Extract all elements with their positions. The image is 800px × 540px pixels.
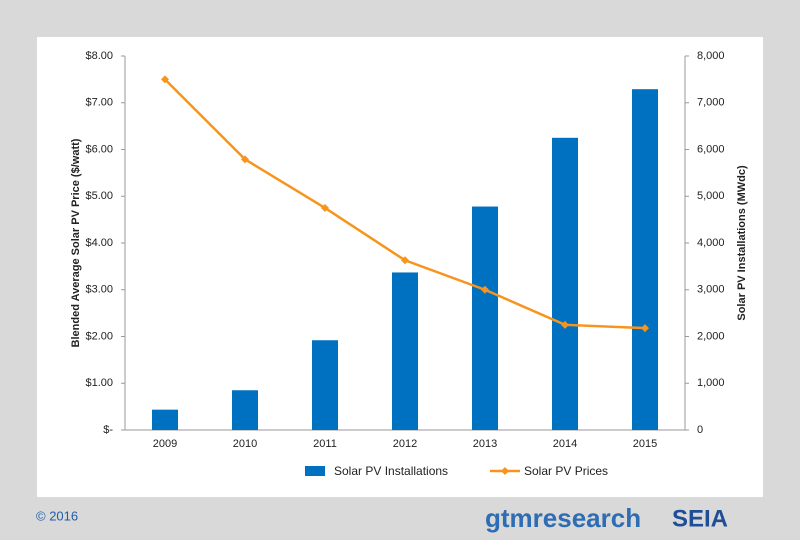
marker xyxy=(641,324,649,333)
yticks-label: $2.00 xyxy=(85,330,113,342)
marker xyxy=(401,256,409,265)
y2ticks-label: 0 xyxy=(697,424,703,436)
bar xyxy=(392,272,418,430)
bar xyxy=(552,137,578,430)
y2ticks-label: 7,000 xyxy=(697,97,725,109)
y-axis-title: Blended Average Solar PV Price ($/watt) xyxy=(70,138,82,347)
bar xyxy=(632,89,658,430)
y2ticks-label: 2,000 xyxy=(697,330,725,342)
yticks-label: $5.00 xyxy=(85,190,113,202)
yticks-label: $4.00 xyxy=(85,237,113,249)
legend-swatch xyxy=(501,467,509,475)
bar xyxy=(152,409,178,430)
copyright: © 2016 xyxy=(36,508,78,523)
y2ticks-label: 3,000 xyxy=(697,284,725,296)
y2ticks-label: 8,000 xyxy=(697,50,725,62)
x-tick-label: 2014 xyxy=(553,438,577,450)
marker xyxy=(321,203,329,212)
bar xyxy=(472,206,498,430)
logo-seia: SEIA xyxy=(672,505,728,532)
yticks-label: $8.00 xyxy=(85,50,113,62)
legend-label: Solar PV Installations xyxy=(334,464,448,478)
x-tick-label: 2012 xyxy=(393,438,417,450)
yticks-label: $- xyxy=(103,424,113,436)
yticks-label: $3.00 xyxy=(85,284,113,296)
x-tick-label: 2010 xyxy=(233,438,257,450)
x-tick-label: 2013 xyxy=(473,438,497,450)
yticks-label: $1.00 xyxy=(85,377,113,389)
y2ticks-label: 6,000 xyxy=(697,143,725,155)
legend-label: Solar PV Prices xyxy=(524,464,608,478)
y2ticks-label: 4,000 xyxy=(697,237,725,249)
marker xyxy=(561,320,569,329)
bar xyxy=(232,390,258,430)
yticks-label: $6.00 xyxy=(85,143,113,155)
marker xyxy=(481,285,489,294)
legend-swatch xyxy=(305,466,325,476)
bar xyxy=(312,340,338,430)
marker xyxy=(241,155,249,164)
marker xyxy=(161,75,169,84)
yticks-label: $7.00 xyxy=(85,97,113,109)
y2ticks-label: 5,000 xyxy=(697,190,725,202)
x-tick-label: 2009 xyxy=(153,438,177,450)
y2-axis-title: Solar PV Installations (MWdc) xyxy=(736,165,748,321)
logo: gtmresearch xyxy=(485,503,641,533)
x-tick-label: 2011 xyxy=(313,438,337,450)
x-tick-label: 2015 xyxy=(633,438,657,450)
y2ticks-label: 1,000 xyxy=(697,377,725,389)
